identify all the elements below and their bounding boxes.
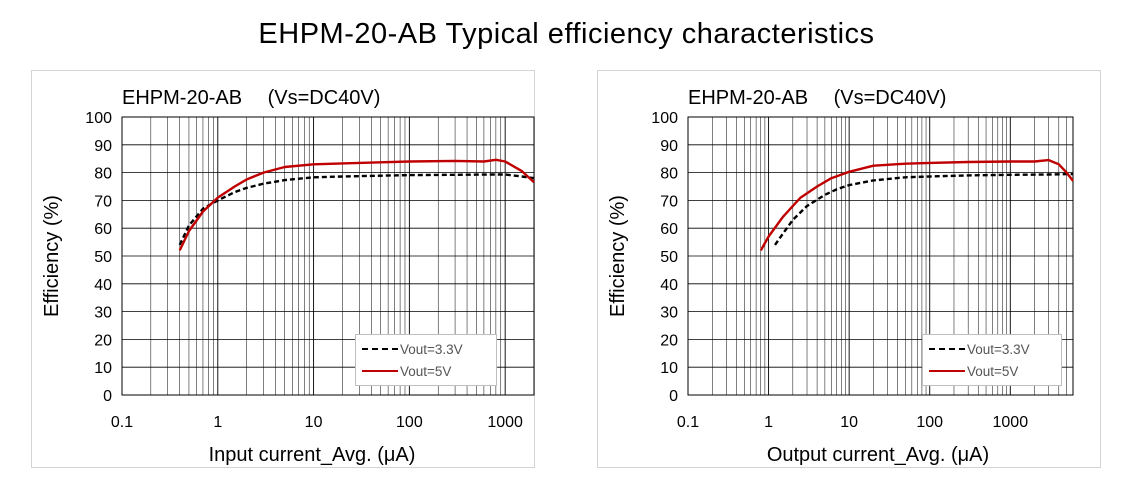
y-tick-label: 50 [660, 249, 678, 266]
chart-title: EHPM-20-AB (Vs=DC40V) [122, 87, 380, 109]
x-tick-label: 1 [213, 414, 222, 431]
legend-swatch-solid [362, 370, 398, 372]
efficiency-chart-input: 0 10 20 30 40 50 60 70 80 90 100 0.1 1 10 100 1000 EHPM-… [31, 70, 535, 468]
legend-label: Vout=5V [400, 363, 452, 379]
chart-title: EHPM-20-AB (Vs=DC40V) [688, 87, 946, 109]
x-tick-label: 1000 [487, 414, 523, 431]
y-tick-label: 100 [85, 110, 112, 127]
chart-legend: Vout=3.3V Vout=5V [922, 334, 1062, 386]
y-tick-label: 60 [94, 221, 112, 238]
chart-legend: Vout=3.3V Vout=5V [355, 334, 497, 386]
y-tick-label: 0 [103, 388, 112, 405]
legend-label: Vout=5V [967, 363, 1019, 379]
y-tick-label: 0 [669, 388, 678, 405]
series-line-3v3 [178, 173, 535, 246]
y-tick-label: 30 [660, 305, 678, 322]
page-title: EHPM-20-AB Typical efficiency characteri… [258, 18, 875, 50]
y-tick-label: 20 [660, 332, 678, 349]
y-tick-label: 60 [660, 221, 678, 238]
x-tick-label: 0.1 [677, 414, 699, 431]
plot-frame [687, 116, 1074, 396]
x-tick-label: 1000 [993, 414, 1029, 431]
x-tick-label: 0.1 [111, 414, 133, 431]
y-tick-label: 70 [660, 193, 678, 210]
y-tick-label: 80 [94, 166, 112, 183]
legend-swatch-solid [929, 370, 965, 372]
y-tick-label: 100 [651, 110, 678, 127]
legend-item: Vout=5V [356, 362, 451, 380]
series-line-5v [178, 158, 535, 251]
y-tick-label: 40 [660, 277, 678, 294]
y-tick-label: 80 [660, 166, 678, 183]
series-line-3v3 [774, 172, 1074, 246]
legend-swatch-dashed [362, 348, 398, 350]
legend-item: Vout=3.3V [356, 340, 463, 358]
y-tick-label: 90 [660, 138, 678, 155]
y-tick-label: 40 [94, 277, 112, 294]
plot-frame [121, 116, 535, 396]
x-tick-label: 100 [916, 414, 943, 431]
y-tick-label: 30 [94, 305, 112, 322]
y-axis-label: Efficiency (%) [41, 195, 63, 317]
legend-label: Vout=3.3V [967, 341, 1030, 357]
y-tick-label: 70 [94, 193, 112, 210]
y-tick-label: 20 [94, 332, 112, 349]
legend-label: Vout=3.3V [400, 341, 463, 357]
x-tick-label: 1 [764, 414, 773, 431]
x-axis-label: Input current_Avg. (μA) [209, 444, 416, 466]
efficiency-chart-output: 0 10 20 30 40 50 60 70 80 90 100 0.1 1 10 100 1000 EHPM-… [597, 70, 1101, 468]
x-tick-label: 10 [840, 414, 858, 431]
x-axis-label: Output current_Avg. (μA) [767, 444, 989, 466]
chart-svg-input: 0 10 20 30 40 50 60 70 80 90 100 0.1 1 10 100 1000 EHPM-… [41, 87, 535, 466]
y-tick-label: 90 [94, 138, 112, 155]
y-tick-label: 10 [94, 360, 112, 377]
x-tick-label: 100 [396, 414, 423, 431]
series-line-5v [759, 158, 1074, 251]
legend-item: Vout=5V [923, 362, 1018, 380]
x-tick-label: 10 [305, 414, 323, 431]
y-tick-label: 50 [94, 249, 112, 266]
legend-item: Vout=3.3V [923, 340, 1030, 358]
legend-swatch-dashed [929, 348, 965, 350]
y-tick-label: 10 [660, 360, 678, 377]
y-axis-label: Efficiency (%) [607, 195, 629, 317]
chart-svg-output: 0 10 20 30 40 50 60 70 80 90 100 0.1 1 10 100 1000 EHPM-… [607, 87, 1074, 466]
